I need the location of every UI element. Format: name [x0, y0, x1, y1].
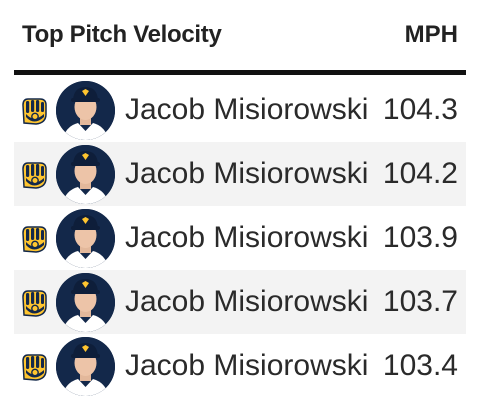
velocity-value: 103.4: [382, 349, 458, 382]
player-headshot-avatar: [56, 273, 115, 332]
leaderboard-row: Jacob Misiorowski 103.9: [14, 206, 466, 270]
player-name: Jacob Misiorowski: [125, 93, 369, 126]
header-divider: [14, 70, 466, 75]
velocity-value: 103.9: [382, 221, 458, 254]
player-name: Jacob Misiorowski: [125, 221, 369, 254]
player-headshot-avatar: [56, 209, 115, 268]
brewers-glove-logo-icon: [20, 160, 48, 190]
player-headshot-avatar: [56, 81, 115, 140]
velocity-value: 104.2: [382, 157, 458, 190]
brewers-glove-logo-icon: [20, 352, 48, 382]
player-name: Jacob Misiorowski: [125, 157, 369, 190]
leaderboard-row: Jacob Misiorowski 103.4: [14, 334, 466, 398]
leaderboard-row: Jacob Misiorowski 104.3: [14, 78, 466, 142]
velocity-value: 104.3: [382, 93, 458, 126]
player-headshot-avatar: [56, 337, 115, 396]
brewers-glove-logo-icon: [20, 96, 48, 126]
player-name: Jacob Misiorowski: [125, 285, 369, 318]
leaderboard-row: Jacob Misiorowski 104.2: [14, 142, 466, 206]
player-headshot-avatar: [56, 145, 115, 204]
unit-column-header: MPH: [404, 21, 458, 48]
leaderboard-header: Top Pitch Velocity MPH: [14, 0, 466, 70]
brewers-glove-logo-icon: [20, 288, 48, 318]
player-name: Jacob Misiorowski: [125, 349, 369, 382]
leaderboard: Top Pitch Velocity MPH Jacob Misiorowski…: [14, 0, 466, 398]
leaderboard-rows: Jacob Misiorowski 104.3 Jacob Misiorowsk…: [14, 78, 466, 398]
brewers-glove-logo-icon: [20, 224, 48, 254]
velocity-value: 103.7: [382, 285, 458, 318]
leaderboard-title: Top Pitch Velocity: [22, 21, 222, 48]
leaderboard-row: Jacob Misiorowski 103.7: [14, 270, 466, 334]
